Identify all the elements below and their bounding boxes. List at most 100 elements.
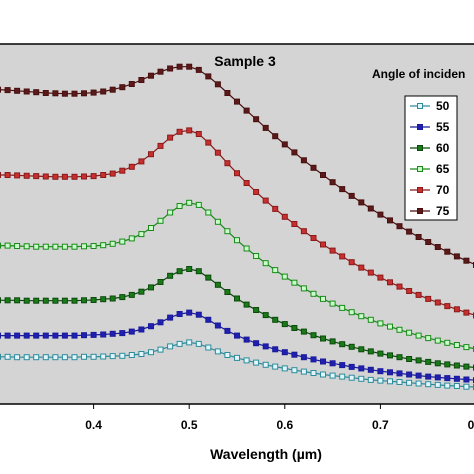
data-point bbox=[23, 354, 30, 361]
data-point bbox=[329, 338, 336, 345]
legend-item: 55 bbox=[410, 120, 450, 134]
data-point bbox=[4, 172, 11, 178]
data-point bbox=[415, 291, 422, 298]
legend-swatch-marker bbox=[417, 145, 423, 151]
data-point bbox=[205, 139, 212, 146]
data-point bbox=[300, 368, 307, 375]
data-point bbox=[453, 362, 460, 369]
data-point bbox=[23, 297, 30, 304]
data-point bbox=[320, 371, 326, 378]
data-point bbox=[396, 379, 403, 385]
data-point bbox=[176, 311, 183, 317]
x-tick-label: 0.5 bbox=[181, 418, 198, 432]
series-75 bbox=[0, 63, 474, 268]
data-point bbox=[463, 383, 470, 390]
data-point bbox=[291, 367, 298, 374]
data-point bbox=[358, 313, 365, 320]
data-point bbox=[109, 330, 116, 337]
data-point bbox=[148, 225, 154, 231]
x-tick-label: 0.8 bbox=[468, 418, 474, 432]
legend-swatch-marker bbox=[417, 166, 423, 172]
data-point bbox=[61, 173, 68, 180]
data-point bbox=[157, 142, 164, 149]
data-point bbox=[281, 365, 288, 372]
data-point bbox=[425, 295, 432, 302]
data-point bbox=[234, 354, 240, 361]
data-point bbox=[262, 260, 269, 267]
data-point bbox=[387, 217, 393, 224]
data-point bbox=[14, 172, 21, 179]
data-point bbox=[310, 164, 317, 171]
data-point bbox=[0, 297, 1, 304]
data-point bbox=[52, 354, 59, 361]
data-point bbox=[453, 383, 460, 389]
plot-area bbox=[0, 43, 474, 405]
data-point bbox=[100, 353, 107, 360]
data-point bbox=[453, 342, 460, 348]
data-point bbox=[320, 295, 326, 302]
data-point bbox=[367, 316, 374, 323]
x-axis-ticks: 0.4 0.5 0.6 0.7 0.8 bbox=[85, 404, 474, 432]
data-point bbox=[348, 374, 355, 381]
data-point bbox=[90, 243, 97, 249]
data-point bbox=[406, 228, 413, 235]
data-point bbox=[167, 272, 174, 279]
data-point bbox=[387, 352, 393, 359]
data-point bbox=[339, 362, 346, 369]
data-point bbox=[406, 329, 413, 336]
data-point bbox=[90, 331, 97, 338]
data-point bbox=[463, 257, 470, 264]
data-point bbox=[61, 297, 68, 304]
data-point bbox=[14, 332, 21, 339]
data-point bbox=[186, 339, 193, 346]
data-point bbox=[4, 353, 11, 360]
data-point bbox=[71, 354, 78, 361]
data-point bbox=[463, 363, 470, 370]
data-point bbox=[434, 374, 441, 381]
data-point bbox=[367, 269, 374, 276]
data-point bbox=[23, 172, 30, 179]
data-point bbox=[81, 332, 87, 339]
legend-box bbox=[404, 95, 458, 221]
data-point bbox=[415, 332, 422, 339]
data-point bbox=[138, 158, 145, 165]
data-point bbox=[33, 173, 40, 180]
data-point bbox=[253, 189, 260, 195]
data-point bbox=[262, 343, 269, 350]
data-point bbox=[463, 309, 470, 316]
legend-label: 55 bbox=[436, 120, 450, 134]
data-point bbox=[23, 332, 30, 339]
data-point bbox=[157, 68, 164, 75]
data-point bbox=[310, 370, 317, 376]
data-point bbox=[387, 323, 393, 330]
data-point bbox=[81, 243, 87, 250]
data-point bbox=[205, 73, 212, 80]
data-point bbox=[176, 268, 183, 275]
data-point bbox=[119, 167, 126, 174]
data-point bbox=[339, 253, 346, 260]
data-point bbox=[100, 296, 107, 303]
legend-swatch-marker bbox=[417, 208, 423, 214]
data-point bbox=[33, 354, 40, 361]
data-point bbox=[186, 199, 193, 206]
data-point bbox=[281, 321, 288, 328]
data-point bbox=[367, 366, 374, 373]
data-point bbox=[253, 253, 260, 259]
data-point bbox=[262, 197, 269, 204]
data-point bbox=[119, 84, 126, 91]
data-point bbox=[214, 322, 221, 329]
data-point bbox=[61, 332, 68, 339]
data-point bbox=[358, 264, 365, 271]
data-point bbox=[243, 245, 250, 252]
legend-item: 65 bbox=[410, 162, 450, 176]
data-point bbox=[329, 372, 336, 379]
data-point bbox=[377, 320, 384, 327]
data-point bbox=[234, 170, 240, 177]
data-point bbox=[281, 273, 288, 280]
legend-item: 60 bbox=[410, 141, 450, 155]
data-point bbox=[320, 335, 326, 342]
data-point bbox=[52, 173, 59, 180]
data-point bbox=[71, 90, 78, 97]
data-point bbox=[100, 331, 107, 338]
data-point bbox=[4, 242, 11, 249]
